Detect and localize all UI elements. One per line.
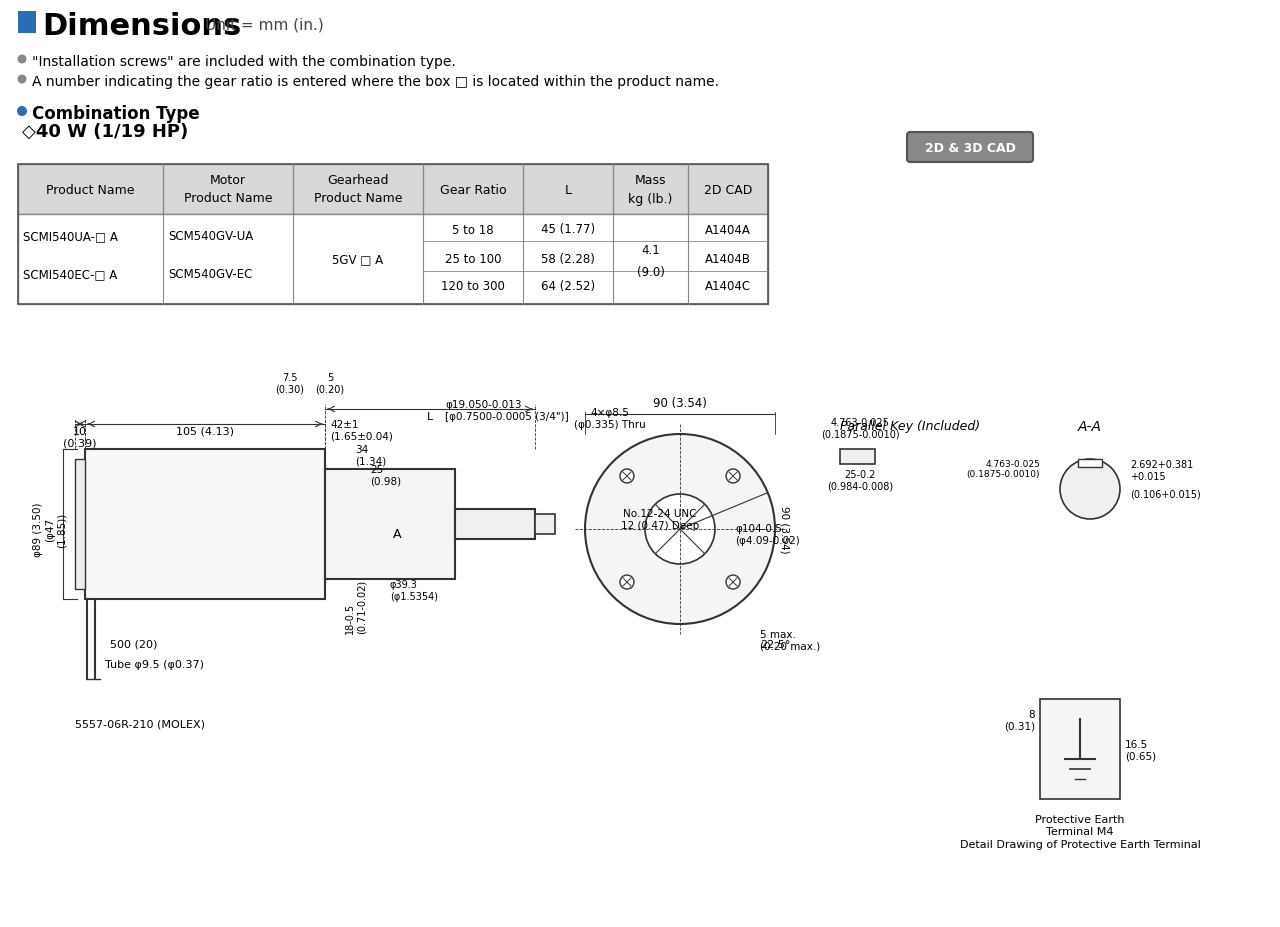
Text: φ19.050-0.013
[φ0.7500-0.0005 (3/4")]: φ19.050-0.013 [φ0.7500-0.0005 (3/4")]	[445, 400, 568, 421]
Text: A-A: A-A	[1078, 420, 1102, 434]
Text: L: L	[564, 184, 571, 197]
Text: A1404A: A1404A	[705, 223, 751, 236]
Circle shape	[645, 494, 716, 565]
Text: Product Name: Product Name	[46, 184, 134, 197]
Text: "Installation screws" are included with the combination type.: "Installation screws" are included with …	[32, 55, 456, 69]
Bar	[454, 510, 535, 540]
Text: 4.763-0.025
(0.1875-0.0010): 4.763-0.025 (0.1875-0.0010)	[820, 418, 900, 439]
Bar	[76, 460, 84, 590]
Text: 500 (20): 500 (20)	[110, 640, 157, 649]
Text: No.12-24 UNC
12 (0.47) Deep: No.12-24 UNC 12 (0.47) Deep	[621, 509, 699, 530]
Text: 64 (2.52): 64 (2.52)	[541, 280, 595, 293]
Text: Gearhead
Product Name: Gearhead Product Name	[314, 174, 402, 205]
Text: SCM540GV-EC: SCM540GV-EC	[168, 268, 252, 281]
Text: 5 max.
(0.20 max.): 5 max. (0.20 max.)	[760, 629, 820, 651]
Bar	[18, 12, 36, 34]
Text: 105 (4.13): 105 (4.13)	[177, 426, 234, 437]
Text: SCM540GV-UA: SCM540GV-UA	[168, 230, 253, 243]
Text: φ39.3
(φ1.5354): φ39.3 (φ1.5354)	[390, 579, 438, 601]
Text: 25-0.2
(0.984-0.008): 25-0.2 (0.984-0.008)	[827, 469, 893, 491]
Circle shape	[585, 435, 774, 624]
Text: L: L	[426, 412, 433, 422]
Bar	[1039, 699, 1120, 799]
Text: A1404C: A1404C	[705, 280, 751, 293]
Text: Gear Ratio: Gear Ratio	[440, 184, 507, 197]
Text: 4.763-0.025
(0.1875-0.0010): 4.763-0.025 (0.1875-0.0010)	[966, 460, 1039, 479]
Text: 16.5
(0.65): 16.5 (0.65)	[1125, 739, 1156, 761]
Text: 2D CAD: 2D CAD	[704, 184, 753, 197]
Text: (0.106+0.015): (0.106+0.015)	[1130, 489, 1201, 500]
Text: 90 (3.54): 90 (3.54)	[780, 505, 790, 553]
Circle shape	[620, 469, 634, 484]
Text: 25 to 100: 25 to 100	[444, 253, 502, 266]
Text: 25
(0.98): 25 (0.98)	[370, 464, 401, 486]
Bar	[535, 514, 556, 535]
Text: Protective Earth
Terminal M4: Protective Earth Terminal M4	[1036, 814, 1125, 836]
Circle shape	[620, 576, 634, 590]
Text: Parallel Key (Included): Parallel Key (Included)	[840, 420, 980, 433]
Text: SCMI540UA-□ A: SCMI540UA-□ A	[23, 230, 118, 243]
Text: 10
(0.39): 10 (0.39)	[63, 426, 97, 448]
Text: φ89 (3.50)
(φ47
(1.85)): φ89 (3.50) (φ47 (1.85))	[33, 502, 67, 556]
Text: Dimensions: Dimensions	[42, 12, 241, 41]
Text: 22.5°: 22.5°	[760, 640, 790, 649]
Bar	[1078, 460, 1102, 467]
FancyBboxPatch shape	[908, 133, 1033, 163]
Text: A: A	[393, 528, 401, 541]
Bar	[18, 165, 768, 215]
Text: 2.692+0.381
+0.015: 2.692+0.381 +0.015	[1130, 460, 1193, 481]
Text: 5 to 18: 5 to 18	[452, 223, 494, 236]
Text: 4.1: 4.1	[641, 243, 660, 256]
Bar	[840, 450, 876, 464]
Circle shape	[17, 107, 27, 117]
Bar	[325, 469, 454, 579]
Circle shape	[726, 469, 740, 484]
Text: SCMI540EC-□ A: SCMI540EC-□ A	[23, 268, 118, 281]
Text: A1404B: A1404B	[705, 253, 751, 266]
Circle shape	[726, 576, 740, 590]
Circle shape	[18, 75, 27, 84]
Text: 5557-06R-210 (MOLEX): 5557-06R-210 (MOLEX)	[76, 719, 205, 730]
Text: Combination Type: Combination Type	[32, 105, 200, 123]
Text: 34
(1.34): 34 (1.34)	[355, 445, 387, 466]
Circle shape	[18, 56, 27, 65]
Text: ◇40 W (1/19 HP): ◇40 W (1/19 HP)	[22, 123, 188, 141]
Text: 42±1
(1.65±0.04): 42±1 (1.65±0.04)	[330, 420, 393, 441]
Circle shape	[1060, 460, 1120, 519]
Text: φ104-0.5
(φ4.09-0.02): φ104-0.5 (φ4.09-0.02)	[735, 524, 800, 545]
Text: 7.5
(0.30): 7.5 (0.30)	[275, 373, 305, 395]
Text: Tube φ9.5 (φ0.37): Tube φ9.5 (φ0.37)	[105, 659, 204, 669]
Text: 4×φ8.5
(φ0.335) Thru: 4×φ8.5 (φ0.335) Thru	[575, 408, 646, 429]
Text: 5GV □ A: 5GV □ A	[333, 253, 384, 266]
Text: 90 (3.54): 90 (3.54)	[653, 397, 707, 410]
Text: (9.0): (9.0)	[636, 266, 664, 279]
Bar	[18, 165, 768, 305]
Text: A number indicating the gear ratio is entered where the box □ is located within : A number indicating the gear ratio is en…	[32, 75, 719, 89]
Text: 2D & 3D CAD: 2D & 3D CAD	[924, 141, 1015, 154]
Text: 18-0.5
(0.71-0.02): 18-0.5 (0.71-0.02)	[346, 579, 366, 633]
Text: 58 (2.28): 58 (2.28)	[541, 253, 595, 266]
Bar	[84, 450, 325, 600]
Text: 120 to 300: 120 to 300	[442, 280, 504, 293]
Text: 5
(0.20): 5 (0.20)	[315, 373, 344, 395]
Text: Mass
kg (lb.): Mass kg (lb.)	[628, 174, 673, 205]
Text: Unit = mm (in.): Unit = mm (in.)	[205, 18, 324, 33]
Text: 8
(0.31): 8 (0.31)	[1004, 709, 1036, 730]
Text: Motor
Product Name: Motor Product Name	[184, 174, 273, 205]
Text: 45 (1.77): 45 (1.77)	[541, 223, 595, 236]
Text: Detail Drawing of Protective Earth Terminal: Detail Drawing of Protective Earth Termi…	[960, 839, 1201, 849]
Bar	[18, 215, 768, 305]
